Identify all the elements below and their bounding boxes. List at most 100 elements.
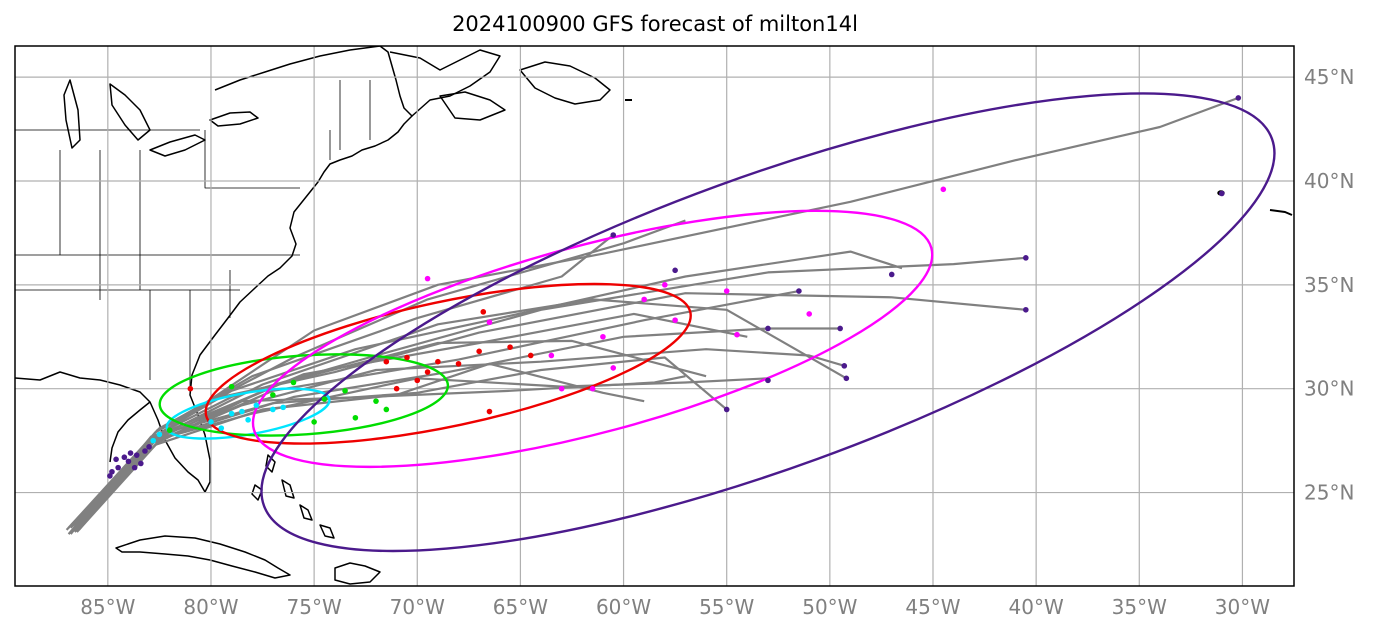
bahamas-3 [281,479,295,499]
point-f5-13 [765,325,771,332]
lon-tick-label: 70°W [390,595,445,619]
point-initial-2 [133,452,140,458]
point-f3-4 [476,348,482,355]
point-f5-11 [1218,190,1225,197]
forecast-positions [107,95,1242,479]
cuba [115,535,291,579]
longitude-ticks: 85°W 80°W 75°W 70°W 65°W 60°W 55°W 50°W 45°W 40°W… [80,595,1270,619]
point-f1-4 [253,402,260,409]
lon-tick-label: 60°W [596,595,651,619]
bahamas-2 [265,454,276,473]
point-f3-6 [414,377,421,384]
point-f4-2 [548,352,555,359]
lon-tick-label: 80°W [183,595,238,619]
lon-tick-label: 45°W [905,595,960,619]
track-2 [73,250,903,529]
point-f1-2 [228,410,235,417]
point-initial-9 [113,456,119,463]
point-initial-7 [121,454,128,461]
point-f5-7 [888,271,895,278]
point-f2-0 [166,427,173,434]
point-f5-4 [843,375,850,382]
point-f5-8 [1023,255,1029,261]
bahamas-1 [251,484,263,501]
track-8 [67,219,686,529]
point-f5-3 [841,363,848,369]
point-f1-9 [156,431,163,438]
track-15 [73,375,686,533]
island-east [1269,209,1293,216]
point-initial-8 [146,444,152,450]
lat-tick-label: 35°N [1304,273,1354,297]
point-f3-12 [480,309,487,315]
point-initial-10 [131,464,138,471]
point-f1-0 [150,437,157,444]
point-f5-1 [672,267,678,274]
point-f5-0 [610,232,617,238]
point-f3-9 [424,369,431,375]
bahamas-4 [299,504,313,521]
map-frame [14,45,1295,587]
point-initial-6 [138,460,144,467]
point-f3-3 [435,358,441,365]
point-f3-11 [393,385,400,392]
lat-tick-label: 45°N [1304,65,1354,89]
ellipse-f5 [260,92,1276,553]
map-title: 2024100900 GFS forecast of milton14l [452,12,858,36]
point-f2-4 [270,392,276,398]
point-f5-9 [1023,306,1029,313]
point-f4-1 [486,319,493,326]
plot-area [15,46,1294,586]
point-initial-1 [125,458,132,465]
point-f3-7 [486,408,493,415]
point-f5-5 [765,377,771,384]
uncertainty-ellipses [158,92,1276,553]
point-initial-5 [127,450,134,456]
point-f3-0 [187,385,194,392]
great-lakes-erie [149,134,206,157]
great-lakes-huron [109,83,151,141]
point-f3-8 [455,360,462,367]
point-f3-1 [383,358,390,365]
point-initial-0 [115,464,121,471]
point-f2-8 [290,379,297,386]
point-f4-5 [723,288,730,294]
point-initial-11 [107,473,113,479]
point-f4-13 [610,365,617,371]
lon-tick-label: 50°W [802,595,857,619]
great-lakes-michigan [63,79,81,149]
lat-tick-label: 25°N [1304,481,1354,505]
latitude-ticks: 25°N 30°N 35°N 40°N 45°N [1304,65,1354,504]
point-f2-6 [373,398,379,404]
ellipse-f2 [158,353,450,437]
canada-north [214,46,381,91]
point-f2-2 [311,419,317,425]
point-f4-12 [940,186,947,193]
ellipse-f1 [165,387,331,440]
point-f4-0 [424,275,431,282]
lat-tick-label: 30°N [1304,377,1354,401]
point-f4-10 [600,333,606,340]
lon-tick-label: 65°W [493,595,548,619]
canada-maritimes [389,49,501,117]
lon-tick-label: 55°W [699,595,754,619]
lon-tick-label: 75°W [287,595,342,619]
hispaniola [334,562,381,585]
point-f5-6 [723,406,730,413]
lon-tick-label: 85°W [80,595,135,619]
point-f4-3 [589,385,596,392]
point-f5-10 [1235,95,1242,101]
lon-tick-label: 35°W [1112,595,1167,619]
point-f1-8 [218,425,225,431]
point-f5-12 [837,325,843,332]
point-initial-3 [142,448,148,454]
point-f3-5 [507,344,513,350]
lon-tick-label: 30°W [1215,595,1270,619]
ellipse-f3 [204,282,692,445]
point-f4-9 [734,331,740,338]
lon-tick-label: 40°W [1009,595,1064,619]
great-lakes-ontario [209,111,259,127]
point-f1-6 [245,417,251,423]
track-0 [65,96,1239,531]
